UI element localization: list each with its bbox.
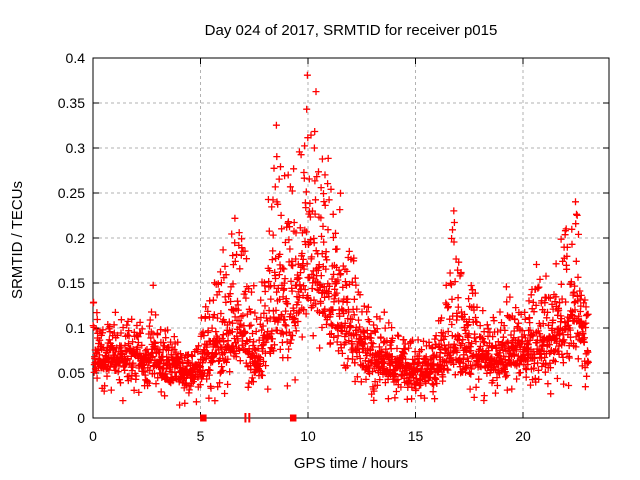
svg-text:15: 15 [408, 428, 424, 444]
svg-text:0: 0 [89, 428, 97, 444]
chart-title: Day 024 of 2017, SRMTID for receiver p01… [205, 22, 498, 39]
svg-text:0: 0 [77, 410, 85, 426]
svg-text:10: 10 [300, 428, 316, 444]
y-tick-labels: 0 0.05 0.1 0.15 0.2 0.25 0.3 0.35 0.4 [58, 50, 85, 426]
data-points [89, 71, 592, 409]
svg-text:5: 5 [197, 428, 205, 444]
plot-border [92, 57, 610, 419]
svg-text:0.35: 0.35 [58, 95, 85, 111]
svg-text:0.4: 0.4 [66, 50, 86, 66]
svg-text:0.25: 0.25 [58, 185, 85, 201]
svg-text:0.2: 0.2 [66, 230, 86, 246]
svg-text:0.1: 0.1 [66, 320, 86, 336]
svg-text:0.3: 0.3 [66, 140, 86, 156]
svg-text:0.05: 0.05 [58, 365, 85, 381]
zero-value-markers [200, 413, 297, 423]
x-tick-labels: 0 5 10 15 20 [89, 428, 531, 444]
y-axis-label: SRMTID / TECUs [9, 181, 26, 299]
x-axis-label: GPS time / hours [294, 455, 408, 472]
svg-text:20: 20 [515, 428, 531, 444]
svg-text:0.15: 0.15 [58, 275, 85, 291]
